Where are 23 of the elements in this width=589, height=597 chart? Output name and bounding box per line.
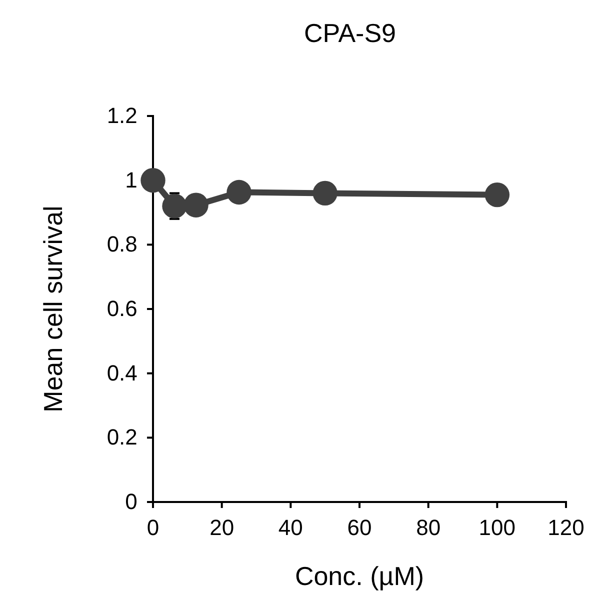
point xyxy=(184,192,208,218)
x-tick-label: 40 xyxy=(278,515,303,540)
y-tick-label: 0.6 xyxy=(106,296,138,322)
point xyxy=(162,194,187,218)
y-axis-title: Mean cell survival xyxy=(38,206,68,412)
y-tick-label: 0.8 xyxy=(106,232,138,257)
x-tick-label: 60 xyxy=(347,515,372,540)
x-axis-title: Conc. (µM) xyxy=(294,561,424,591)
x-tick-label: 100 xyxy=(478,515,516,540)
x-tick-label: 120 xyxy=(548,515,584,540)
y-tick-label: 1.2 xyxy=(106,103,138,128)
point xyxy=(226,180,252,205)
chart-title: CPA-S9 xyxy=(304,18,396,48)
y-tick-label: 0.4 xyxy=(106,360,138,386)
x-tick-label: 20 xyxy=(210,515,234,540)
point xyxy=(312,180,338,206)
x-tick-label: 0 xyxy=(146,515,160,540)
point xyxy=(140,168,166,193)
y-tick-label: 0 xyxy=(125,489,138,514)
x-tick-label: 80 xyxy=(416,515,441,540)
y-tick-label: 0.2 xyxy=(106,424,138,450)
y-tick-label: 1 xyxy=(125,167,138,192)
point xyxy=(484,182,510,208)
